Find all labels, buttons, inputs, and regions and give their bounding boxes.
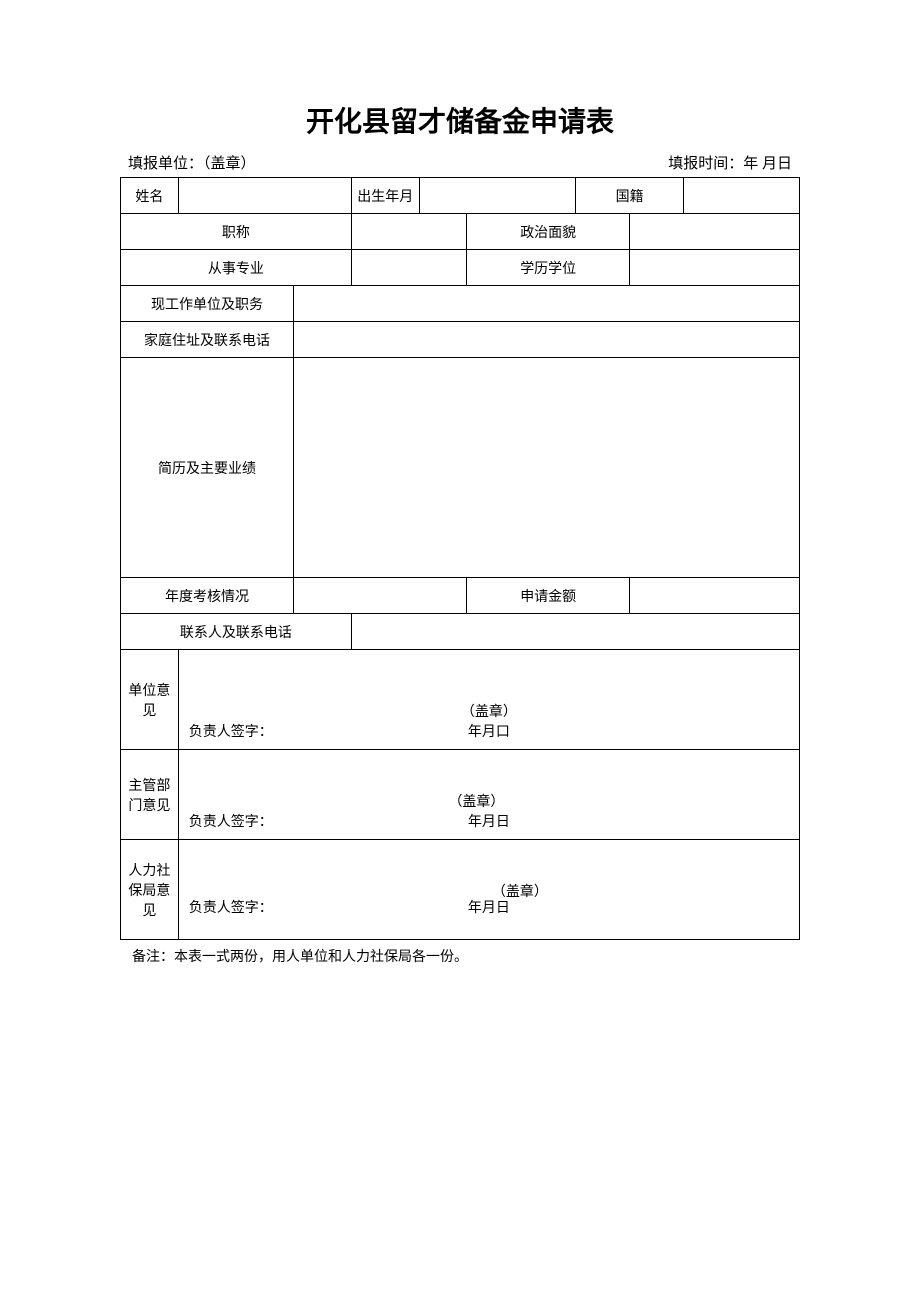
table-row: 职称 政治面貌: [121, 214, 800, 250]
value-contact[interactable]: [351, 614, 799, 650]
label-dept-opinion: 主管部门意见: [121, 750, 179, 840]
label-title-rank: 职称: [121, 214, 352, 250]
table-row: 单位意见 （盖章） 负责人签字： 年月口: [121, 650, 800, 750]
table-row: 家庭住址及联系电话: [121, 322, 800, 358]
value-birth[interactable]: [419, 178, 575, 214]
value-apply-amount[interactable]: [630, 578, 800, 614]
value-unit-opinion[interactable]: （盖章） 负责人签字： 年月口: [178, 650, 799, 750]
label-annual-review: 年度考核情况: [121, 578, 294, 614]
label-nationality: 国籍: [575, 178, 684, 214]
label-major: 从事专业: [121, 250, 352, 286]
date-label: 年月口: [468, 721, 510, 741]
value-annual-review[interactable]: [294, 578, 467, 614]
value-dept-opinion[interactable]: （盖章） 负责人签字： 年月日: [178, 750, 799, 840]
sign-label: 负责人签字：: [189, 721, 273, 741]
table-row: 联系人及联系电话: [121, 614, 800, 650]
label-birth: 出生年月: [351, 178, 419, 214]
date-label: 年月日: [468, 897, 510, 917]
label-apply-amount: 申请金额: [467, 578, 630, 614]
value-nationality[interactable]: [684, 178, 800, 214]
application-table: 姓名 出生年月 国籍 职称 政治面貌 从事专业 学历学位 现工作单位及职务 家庭…: [120, 177, 800, 940]
table-row: 从事专业 学历学位: [121, 250, 800, 286]
table-row: 人力社保局意见 （盖章） 负责人签字： 年月日: [121, 840, 800, 940]
form-title: 开化县留才储备金申请表: [120, 100, 800, 140]
table-row: 简历及主要业绩: [121, 358, 800, 578]
value-title-rank[interactable]: [351, 214, 466, 250]
label-political: 政治面貌: [467, 214, 630, 250]
stamp-label: （盖章）: [448, 791, 504, 811]
table-row: 现工作单位及职务: [121, 286, 800, 322]
value-home-address[interactable]: [294, 322, 800, 358]
table-row: 主管部门意见 （盖章） 负责人签字： 年月日: [121, 750, 800, 840]
label-work-unit: 现工作单位及职务: [121, 286, 294, 322]
table-row: 姓名 出生年月 国籍: [121, 178, 800, 214]
value-resume[interactable]: [294, 358, 800, 578]
table-row: 年度考核情况 申请金额: [121, 578, 800, 614]
label-education: 学历学位: [467, 250, 630, 286]
sign-label: 负责人签字：: [189, 811, 273, 831]
date-label: 年月日: [468, 811, 510, 831]
label-home-address: 家庭住址及联系电话: [121, 322, 294, 358]
value-political[interactable]: [630, 214, 800, 250]
value-major[interactable]: [351, 250, 466, 286]
value-hr-opinion[interactable]: （盖章） 负责人签字： 年月日: [178, 840, 799, 940]
value-work-unit[interactable]: [294, 286, 800, 322]
label-unit-opinion: 单位意见: [121, 650, 179, 750]
header-row: 填报单位：（盖章） 填报时间：年 月日: [120, 152, 800, 177]
sign-label: 负责人签字：: [189, 897, 273, 917]
footnote: 备注：本表一式两份，用人单位和人力社保局各一份。: [120, 940, 800, 966]
label-contact: 联系人及联系电话: [121, 614, 352, 650]
value-name[interactable]: [178, 178, 351, 214]
stamp-label: （盖章）: [461, 701, 517, 721]
reporting-unit-label: 填报单位：（盖章）: [128, 152, 256, 173]
reporting-time-label: 填报时间：年 月日: [668, 152, 792, 173]
label-name: 姓名: [121, 178, 179, 214]
label-hr-opinion: 人力社保局意见: [121, 840, 179, 940]
label-resume: 简历及主要业绩: [121, 358, 294, 578]
value-education[interactable]: [630, 250, 800, 286]
